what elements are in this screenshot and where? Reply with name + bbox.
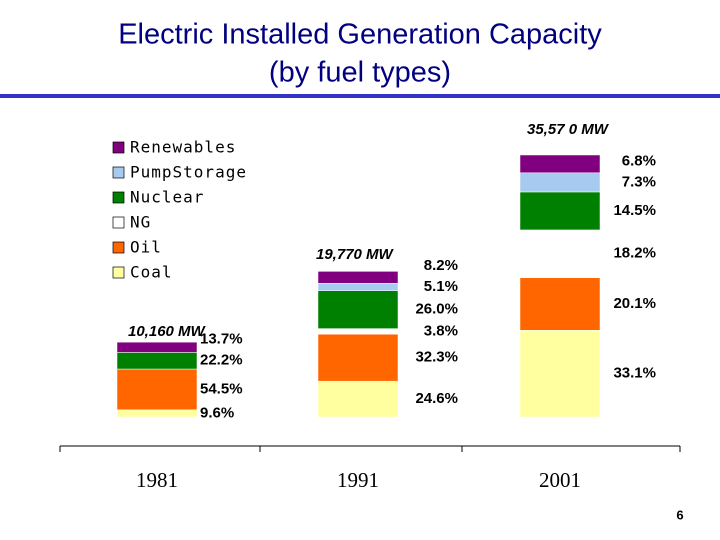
legend-label: NG — [130, 213, 151, 232]
bar-segment — [519, 172, 601, 193]
bar-segment — [519, 277, 601, 331]
value-label: 22.2% — [200, 352, 243, 369]
bar-segment — [317, 283, 399, 291]
bar-segment — [317, 328, 399, 335]
legend-label: Renewables — [130, 138, 236, 157]
bar-segment — [519, 229, 601, 278]
legend-label: Coal — [130, 263, 173, 282]
value-label: 5.1% — [424, 278, 458, 295]
legend-swatch — [112, 266, 125, 279]
legend-swatch — [112, 191, 125, 204]
legend-swatch — [112, 241, 125, 254]
bar-segment — [317, 333, 399, 382]
legend-label: Nuclear — [130, 188, 204, 207]
value-label: 14.5% — [613, 202, 656, 219]
x-tick-label: 2001 — [539, 468, 581, 492]
bar-segment — [116, 368, 198, 411]
title-line: Electric Installed Generation Capacity — [118, 19, 602, 51]
value-label: 6.8% — [622, 152, 656, 169]
value-label: 33.1% — [613, 365, 656, 382]
x-tick-label: 1981 — [136, 468, 178, 492]
value-label: 20.1% — [613, 295, 656, 312]
total-label: 35,57 0 MW — [527, 121, 610, 138]
value-label: 8.2% — [424, 257, 458, 274]
bar-segment — [317, 290, 399, 329]
value-label: 32.3% — [415, 349, 458, 366]
bar-segment — [519, 191, 601, 231]
value-label: 13.7% — [200, 331, 243, 348]
value-label: 7.3% — [622, 173, 656, 190]
value-label: 18.2% — [613, 245, 656, 262]
page-number: 6 — [676, 507, 683, 522]
legend-label: Oil — [130, 238, 162, 257]
bar-segment — [519, 154, 601, 174]
title-line: (by fuel types) — [269, 57, 451, 89]
legend-swatch — [112, 166, 125, 179]
bar-segment — [317, 271, 399, 284]
value-label: 3.8% — [424, 322, 458, 339]
legend-swatch — [112, 141, 125, 154]
bar-segment — [116, 341, 198, 353]
legend-label: PumpStorage — [130, 163, 247, 182]
value-label: 9.6% — [200, 404, 234, 421]
bar-segment — [116, 409, 198, 418]
value-label: 54.5% — [200, 380, 243, 397]
total-label: 19,770 MW — [316, 246, 395, 263]
bar-segment — [317, 380, 399, 418]
value-label: 24.6% — [415, 390, 458, 407]
total-label: 10,160 MW — [128, 323, 207, 340]
value-label: 26.0% — [415, 301, 458, 318]
legend-swatch — [112, 216, 125, 229]
title-rule — [0, 94, 720, 98]
bar-segment — [116, 352, 198, 370]
x-tick-label: 1991 — [337, 468, 379, 492]
bar-segment — [519, 330, 601, 418]
